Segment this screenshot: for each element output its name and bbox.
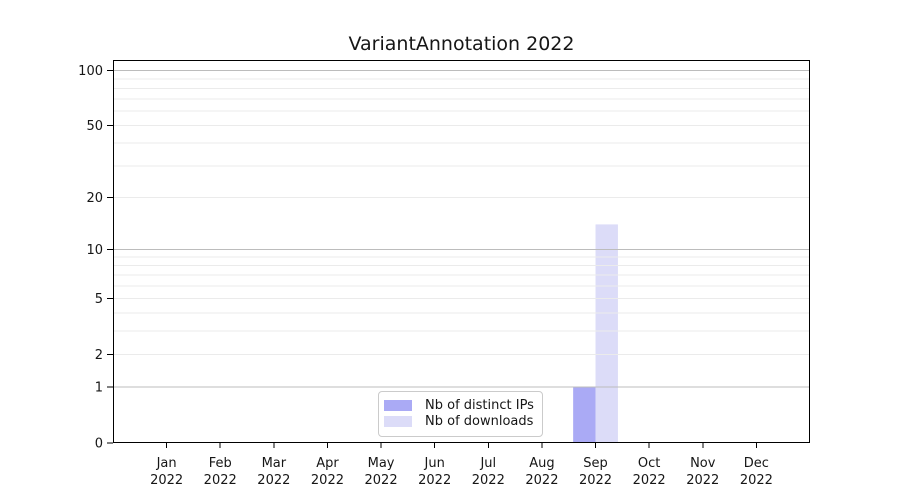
legend-swatch-downloads xyxy=(384,415,412,427)
x-tick-label: Mar 2022 xyxy=(257,456,290,488)
x-tick-label: May 2022 xyxy=(365,456,398,488)
legend-item-distinct-ips: Nb of distinct IPs xyxy=(384,398,542,414)
legend-item-downloads: Nb of downloads xyxy=(384,414,542,430)
x-tick-label: Aug 2022 xyxy=(525,456,558,488)
x-tick-label: Apr 2022 xyxy=(311,456,344,488)
x-tick-label: Feb 2022 xyxy=(204,456,237,488)
x-tick-label: Jul 2022 xyxy=(472,456,505,488)
y-tick-label: 1 xyxy=(95,381,103,396)
y-tick-label: 50 xyxy=(86,119,103,134)
x-tick-label: Jan 2022 xyxy=(150,456,183,488)
x-tick-label: Sep 2022 xyxy=(579,456,612,488)
x-tick-label: Nov 2022 xyxy=(686,456,719,488)
bar-distinct-ips xyxy=(573,387,596,443)
y-tick-label: 2 xyxy=(95,348,103,363)
legend-label-distinct-ips: Nb of distinct IPs xyxy=(425,398,534,414)
bar-downloads xyxy=(595,224,618,443)
x-tick-label: Oct 2022 xyxy=(633,456,666,488)
y-tick-label: 10 xyxy=(86,243,103,258)
legend-swatch-distinct-ips xyxy=(384,400,412,412)
x-tick-label: Jun 2022 xyxy=(418,456,451,488)
plot-border xyxy=(113,60,810,443)
chart-legend: Nb of distinct IPs Nb of downloads xyxy=(378,391,543,437)
legend-label-downloads: Nb of downloads xyxy=(425,413,534,429)
y-tick-label: 0 xyxy=(95,437,103,452)
y-tick-label: 5 xyxy=(95,292,103,307)
x-tick-label: Dec 2022 xyxy=(740,456,773,488)
chart-title: VariantAnnotation 2022 xyxy=(348,33,575,55)
y-tick-label: 100 xyxy=(78,64,103,79)
y-tick-label: 20 xyxy=(86,191,103,206)
